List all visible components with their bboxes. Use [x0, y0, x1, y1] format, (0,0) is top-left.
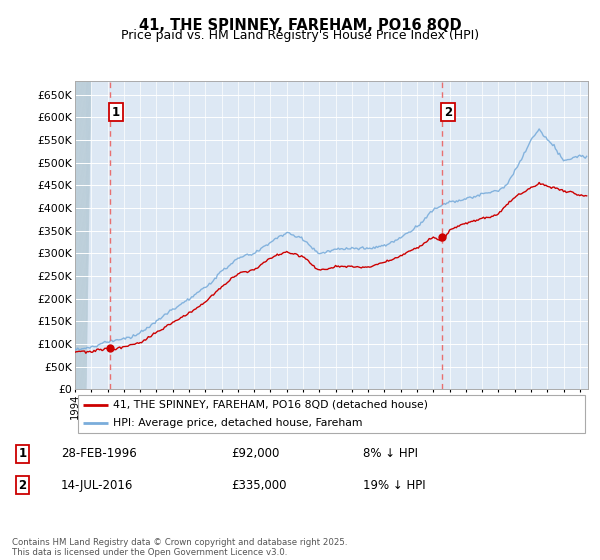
Text: 8% ↓ HPI: 8% ↓ HPI [364, 447, 418, 460]
Text: 41, THE SPINNEY, FAREHAM, PO16 8QD (detached house): 41, THE SPINNEY, FAREHAM, PO16 8QD (deta… [113, 400, 428, 409]
Text: HPI: Average price, detached house, Fareham: HPI: Average price, detached house, Fare… [113, 418, 363, 428]
Text: £335,000: £335,000 [231, 479, 286, 492]
Text: 2: 2 [444, 105, 452, 119]
Text: 2: 2 [19, 479, 26, 492]
Text: 28-FEB-1996: 28-FEB-1996 [61, 447, 137, 460]
Text: 41, THE SPINNEY, FAREHAM, PO16 8QD: 41, THE SPINNEY, FAREHAM, PO16 8QD [139, 18, 461, 33]
Text: Price paid vs. HM Land Registry's House Price Index (HPI): Price paid vs. HM Land Registry's House … [121, 29, 479, 42]
FancyBboxPatch shape [77, 395, 586, 433]
Bar [75, 81, 86, 389]
Text: £92,000: £92,000 [231, 447, 279, 460]
Text: 14-JUL-2016: 14-JUL-2016 [61, 479, 133, 492]
Text: 1: 1 [19, 447, 26, 460]
Text: Contains HM Land Registry data © Crown copyright and database right 2025.
This d: Contains HM Land Registry data © Crown c… [12, 538, 347, 557]
Text: 19% ↓ HPI: 19% ↓ HPI [364, 479, 426, 492]
Text: 1: 1 [112, 105, 120, 119]
